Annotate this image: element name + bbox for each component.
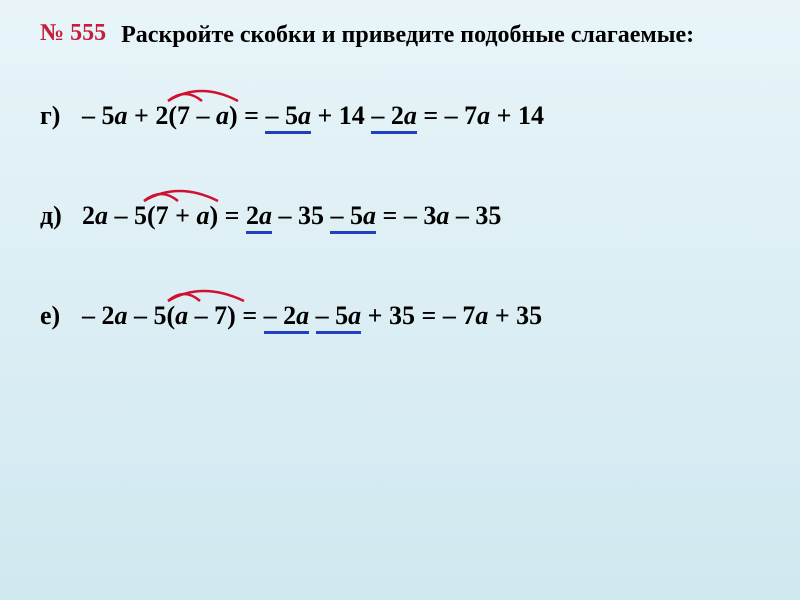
e-lhs-close: ) [227,301,236,330]
equation-e: е) – 2а – 5(а – 7) = – 2а – 5а + 35 = – … [40,301,760,331]
d-lhs-var1: а [95,201,108,230]
g-rhs-eq: = [417,101,445,130]
e-rhs-eq: = [415,301,443,330]
d-mid-term1: 2а [246,201,272,234]
e-lhs-op2: – 7 [188,301,227,330]
e-mid-term2: – 5а [316,301,362,334]
d-lhs-op: – 5(7 + [108,201,196,230]
g-mid-term2: – 2а [371,101,417,134]
e-lhs-op: – 5( [128,301,176,330]
g-lhs-pre: – 5 [82,101,115,130]
e-mid-t4: + 35 [361,301,415,330]
d-mid-t2: – 35 [272,201,331,230]
d-rhs-eq: = [376,201,404,230]
e-lhs-pre: – 2 [82,301,115,330]
equation-label-d: д) [40,201,70,231]
problem-number: № 555 [40,20,106,47]
e-mid-term1: – 2а [264,301,310,334]
e-lhs-var1: а [115,301,128,330]
d-mid-eq: = [218,201,246,230]
equation-math-g: – 5а + 2(7 – а) = – 5а + 14 – 2а = – 7а … [82,101,544,131]
d-lhs-pre: 2 [82,201,95,230]
equation-math-e: – 2а – 5(а – 7) = – 2а – 5а + 35 = – 7а … [82,301,542,331]
g-mid-t2: + 14 [311,101,371,130]
equation-math-d: 2а – 5(7 + а) = 2а – 35 – 5а = – 3а – 35 [82,201,501,231]
e-lhs-var2: а [175,301,188,330]
equation-d: д) 2а – 5(7 + а) = 2а – 35 – 5а = – 3а –… [40,201,760,231]
d-rhs-t2: – 35 [449,201,501,230]
g-mid-term1: – 5а [265,101,311,134]
g-lhs-close: ) [229,101,238,130]
e-mid-eq: = [236,301,264,330]
d-rhs-t1: – 3 [404,201,437,230]
d-rhs-v1: а [436,201,449,230]
d-mid-term2: – 5а [330,201,376,234]
problem-title: Раскройте скобки и приведите подобные сл… [121,20,694,51]
g-lhs-var2: а [216,101,229,130]
distribution-arcs-g [160,79,280,103]
g-lhs-var1: а [115,101,128,130]
g-mid-eq: = [238,101,266,130]
g-rhs-t2: + 14 [490,101,544,130]
g-rhs-t1: – 7 [445,101,478,130]
d-lhs-close: ) [209,201,218,230]
g-lhs-op: + 2(7 – [128,101,216,130]
g-rhs-v1: а [477,101,490,130]
equation-g: г) – 5а + 2(7 – а) = – 5а + 14 – 2а = – … [40,101,760,131]
d-lhs-var2: а [196,201,209,230]
equation-label-g: г) [40,101,70,131]
header: № 555 Раскройте скобки и приведите подоб… [40,20,760,51]
distribution-arcs-e [160,279,280,303]
e-rhs-t2: + 35 [488,301,542,330]
distribution-arcs-d [136,179,256,203]
e-rhs-v1: а [475,301,488,330]
equation-label-e: е) [40,301,70,331]
e-rhs-t1: – 7 [443,301,476,330]
